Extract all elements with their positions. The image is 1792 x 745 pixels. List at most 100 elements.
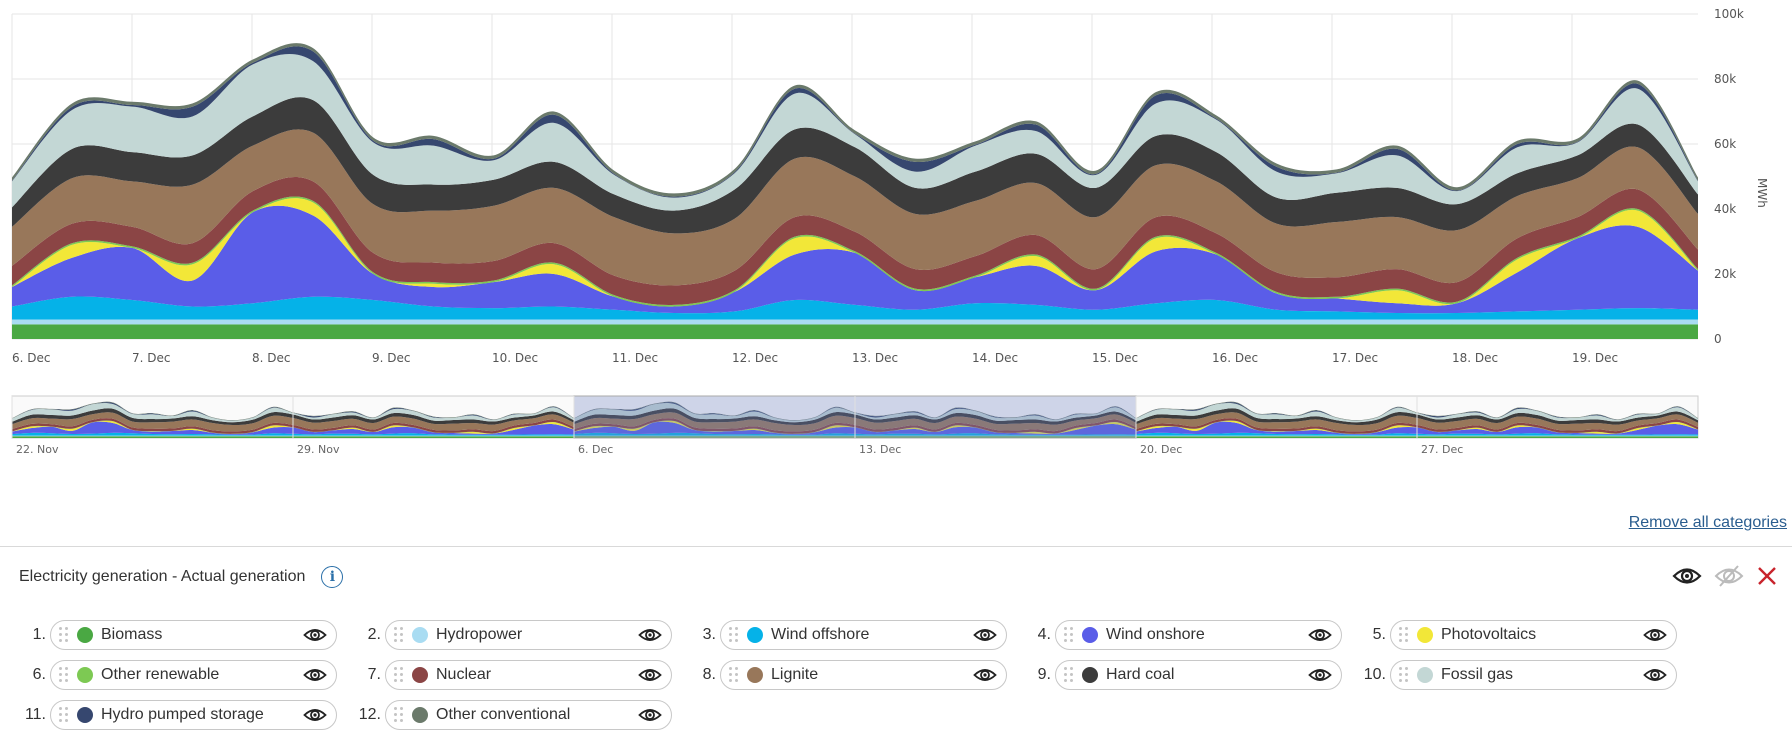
legend-label: Wind onshore <box>1106 626 1205 643</box>
legend-label: Hydro pumped storage <box>101 706 264 723</box>
legend-pill[interactable]: Other conventional <box>385 700 672 730</box>
drag-handle-icon[interactable] <box>1399 627 1409 643</box>
eye-icon[interactable] <box>1305 626 1335 644</box>
legend-item: 3. Wind offshore <box>690 620 1007 650</box>
legend-number: 10. <box>1363 666 1386 683</box>
panel-header: Electricity generation - Actual generati… <box>19 566 344 588</box>
area-other-renewable <box>12 196 1698 307</box>
legend-pill[interactable]: Biomass <box>50 620 337 650</box>
y-tick-label: 40k <box>1714 202 1736 216</box>
panel-title: Electricity generation - Actual generati… <box>19 568 306 585</box>
legend-item: 11. Hydro pumped storage <box>20 700 337 730</box>
legend-number: 6. <box>32 666 46 683</box>
eye-icon[interactable] <box>970 626 1000 644</box>
legend-swatch <box>1082 667 1098 683</box>
drag-handle-icon[interactable] <box>1064 667 1074 683</box>
hide-all-eye-off-icon[interactable] <box>1714 564 1744 588</box>
drag-handle-icon[interactable] <box>59 667 69 683</box>
legend-item: 5. Photovoltaics <box>1360 620 1677 650</box>
legend-swatch <box>747 627 763 643</box>
legend-pill[interactable]: Fossil gas <box>1390 660 1677 690</box>
show-all-eye-icon[interactable] <box>1672 565 1702 587</box>
legend-number: 3. <box>702 626 716 643</box>
area-fossil-gas-navigator <box>1136 403 1698 423</box>
legend-swatch <box>1417 627 1433 643</box>
x-tick-label: 8. Dec <box>252 351 290 365</box>
legend-pill[interactable]: Nuclear <box>385 660 672 690</box>
drag-handle-icon[interactable] <box>394 627 404 643</box>
drag-handle-icon[interactable] <box>729 627 739 643</box>
legend-label: Hydropower <box>436 626 523 643</box>
drag-handle-icon[interactable] <box>1399 667 1409 683</box>
legend-pill[interactable]: Wind offshore <box>720 620 1007 650</box>
legend-number: 1. <box>32 626 46 643</box>
x-tick-label: 15. Dec <box>1092 351 1138 365</box>
x-tick-label: 11. Dec <box>612 351 658 365</box>
legend-label: Nuclear <box>436 666 492 683</box>
legend-number: 7. <box>367 666 381 683</box>
legend-label: Other renewable <box>101 666 220 683</box>
legend-swatch <box>412 707 428 723</box>
eye-icon[interactable] <box>300 706 330 724</box>
drag-handle-icon[interactable] <box>59 707 69 723</box>
eye-icon[interactable] <box>970 666 1000 684</box>
legend-swatch <box>1417 667 1433 683</box>
legend-pill[interactable]: Photovoltaics <box>1390 620 1677 650</box>
eye-icon[interactable] <box>300 666 330 684</box>
legend-pill[interactable]: Wind onshore <box>1055 620 1342 650</box>
eye-icon[interactable] <box>1640 666 1670 684</box>
y-tick-label: 100k <box>1714 7 1744 21</box>
legend-swatch <box>77 667 93 683</box>
legend-label: Lignite <box>771 666 819 683</box>
area-lignite <box>12 129 1698 286</box>
x-tick-label: 14. Dec <box>972 351 1018 365</box>
y-tick-label: 60k <box>1714 137 1736 151</box>
legend-number: 8. <box>702 666 716 683</box>
legend-number: 9. <box>1037 666 1051 683</box>
eye-icon[interactable] <box>1640 626 1670 644</box>
drag-handle-icon[interactable] <box>729 667 739 683</box>
legend-pill[interactable]: Hydropower <box>385 620 672 650</box>
legend-pill[interactable]: Hard coal <box>1055 660 1342 690</box>
legend-item: 7. Nuclear <box>355 660 672 690</box>
y-axis-label: MWh <box>1755 178 1769 208</box>
eye-icon[interactable] <box>635 626 665 644</box>
legend-item: 8. Lignite <box>690 660 1007 690</box>
close-icon[interactable] <box>1756 565 1778 587</box>
x-tick-label: 6. Dec <box>12 351 50 365</box>
navigator-tick-label: 20. Dec <box>1140 443 1182 456</box>
drag-handle-icon[interactable] <box>59 627 69 643</box>
area-fossil-gas-navigator <box>12 403 574 423</box>
legend-pill[interactable]: Hydro pumped storage <box>50 700 337 730</box>
panel-actions <box>1672 564 1778 588</box>
chart-svg: 0 20k 40k 60k 80k 100k 6. Dec 7. Dec 8. Dec 9. De… <box>11 7 1769 456</box>
remove-all-categories-link[interactable]: Remove all categories <box>1628 514 1787 531</box>
navigator-tick-label: 27. Dec <box>1421 443 1463 456</box>
eye-icon[interactable] <box>1305 666 1335 684</box>
x-tick-label: 16. Dec <box>1212 351 1258 365</box>
eye-icon[interactable] <box>635 706 665 724</box>
legend-label: Photovoltaics <box>1441 626 1537 643</box>
area-hydropower <box>12 319 1698 325</box>
drag-handle-icon[interactable] <box>394 707 404 723</box>
x-tick-label: 12. Dec <box>732 351 778 365</box>
legend-pill[interactable]: Other renewable <box>50 660 337 690</box>
legend-number: 2. <box>367 626 381 643</box>
drag-handle-icon[interactable] <box>1064 627 1074 643</box>
area-wind-offshore <box>12 296 1698 320</box>
legend-pill[interactable]: Lignite <box>720 660 1007 690</box>
area-wind-onshore <box>12 205 1698 314</box>
legend-swatch <box>1082 627 1098 643</box>
eye-icon[interactable] <box>300 626 330 644</box>
area-fossil-gas-navigator <box>574 403 1136 423</box>
info-icon[interactable]: i <box>321 566 344 588</box>
navigator-tick-label: 13. Dec <box>859 443 901 456</box>
area-hard-coal <box>12 97 1698 234</box>
legend-number: 12. <box>358 706 381 723</box>
area-biomass <box>12 324 1698 339</box>
drag-handle-icon[interactable] <box>394 667 404 683</box>
legend-label: Hard coal <box>1106 666 1175 683</box>
legend-label: Wind offshore <box>771 626 870 643</box>
eye-icon[interactable] <box>635 666 665 684</box>
stacked-area-chart: 0 20k 40k 60k 80k 100k 6. Dec 7. Dec 8. Dec 9. De… <box>11 7 1769 456</box>
